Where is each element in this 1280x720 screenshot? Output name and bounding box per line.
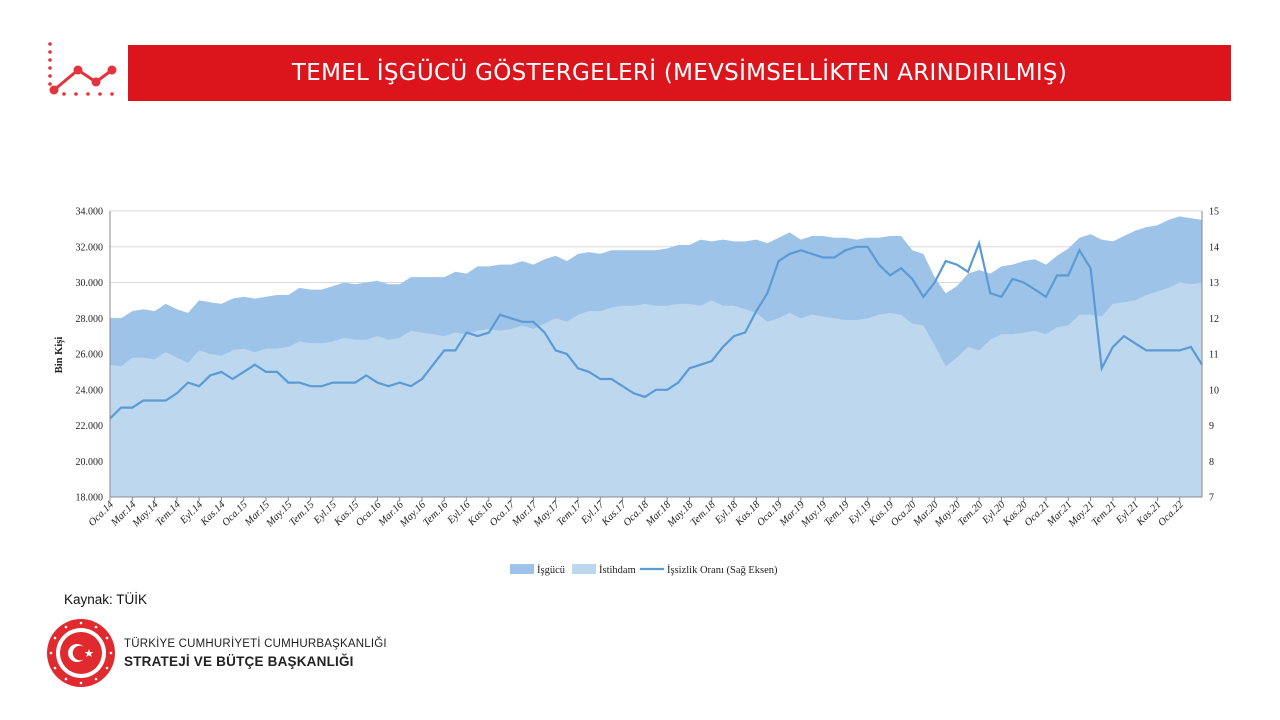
right-tick-label: 7 [1209, 493, 1214, 504]
x-tick-label: Tem.21 [1090, 499, 1119, 528]
chart-legend: İşgücü İstihdam İşsizlik Oranı (Sağ Ekse… [510, 564, 778, 576]
organization-logo: TÜRKİYE CUMHURİYETİ CUMHURBAŞKANLIĞI STR… [46, 618, 387, 692]
left-axis-ticks: 18.000 20.000 22.000 24.000 26.000 28.000 30.0… [76, 207, 104, 504]
x-tick-label: Tem.15 [288, 499, 317, 528]
x-tick-label: May.16 [398, 499, 429, 530]
x-tick-label: Tem.16 [421, 499, 451, 529]
legend-label-issizlik: İşsizlik Oranı (Sağ Eksen) [667, 564, 778, 576]
right-tick-label: 9 [1209, 421, 1214, 432]
legend-label-istihdam: İstihdam [599, 564, 636, 576]
left-tick-label: 28.000 [76, 314, 104, 325]
x-tick-label: Tem.20 [956, 499, 986, 529]
x-tick-label: Tem.14 [154, 499, 184, 529]
x-tick-label: May.14 [130, 499, 161, 530]
right-tick-label: 14 [1209, 242, 1219, 253]
left-tick-label: 34.000 [76, 207, 104, 218]
legend-label-isgucu: İşgücü [537, 564, 566, 576]
right-axis-ticks: 7 8 9 10 11 12 13 14 15 [1209, 207, 1219, 504]
right-tick-label: 15 [1209, 207, 1219, 218]
x-tick-label: May.18 [665, 499, 696, 530]
left-tick-label: 32.000 [76, 242, 104, 253]
x-tick-label: Tem.18 [689, 499, 719, 529]
title-banner: TEMEL İŞGÜCÜ GÖSTERGELERİ (MEVSİMSELLİKT… [128, 45, 1231, 101]
source-note: Kaynak: TÜİK [64, 592, 148, 607]
legend-swatch-istihdam [572, 564, 596, 574]
x-tick-label: May.20 [932, 499, 963, 530]
x-tick-label: Oca.22 [1156, 499, 1186, 529]
chart-axes [109, 211, 1203, 498]
left-tick-label: 30.000 [76, 278, 104, 289]
y-axis-label: Bin Kişi [54, 337, 65, 374]
line-chart-icon [48, 42, 117, 96]
x-tick-label: May.19 [799, 499, 830, 530]
left-tick-label: 22.000 [76, 421, 104, 432]
legend-swatch-isgucu [510, 564, 534, 574]
right-tick-label: 8 [1209, 457, 1214, 468]
x-axis-ticks: Oca.14Mar.14May.14Tem.14Eyl.14Kas.14Oca.… [87, 497, 1186, 530]
right-tick-label: 11 [1209, 350, 1219, 361]
right-tick-label: 13 [1209, 278, 1219, 289]
presidency-seal-icon [47, 619, 115, 687]
series-line-issizlik [109, 239, 1203, 420]
x-tick-label: Oca.21 [1023, 499, 1052, 528]
x-tick-label: Tem.19 [822, 499, 852, 529]
x-tick-label: Tem.17 [555, 499, 585, 529]
right-tick-label: 10 [1209, 385, 1219, 396]
left-tick-label: 20.000 [76, 457, 104, 468]
left-tick-label: 24.000 [76, 385, 104, 396]
left-tick-label: 18.000 [76, 493, 104, 504]
page-title: TEMEL İŞGÜCÜ GÖSTERGELERİ (MEVSİMSELLİKT… [291, 60, 1068, 86]
right-tick-label: 12 [1209, 314, 1219, 325]
left-tick-label: 26.000 [76, 350, 104, 361]
x-tick-label: Oca.15 [220, 499, 249, 528]
x-tick-label: May.17 [531, 499, 562, 530]
org-name-line1: TÜRKİYE CUMHURİYETİ CUMHURBAŞKANLIĞI [124, 638, 387, 650]
org-name-line2: STRATEJİ VE BÜTÇE BAŞKANLIĞI [124, 654, 354, 669]
